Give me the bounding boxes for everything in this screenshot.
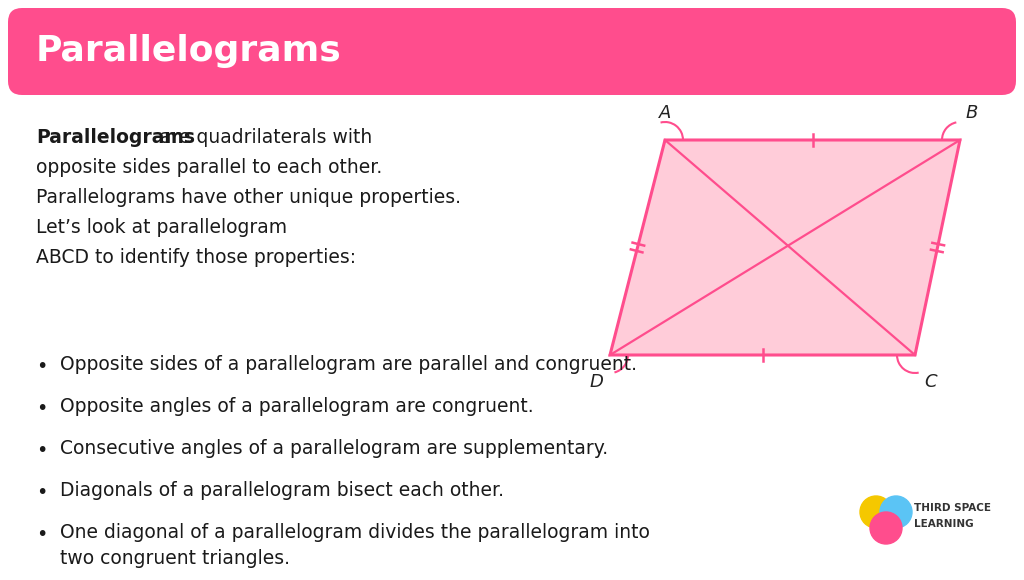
Text: Consecutive angles of a parallelogram are supplementary.: Consecutive angles of a parallelogram ar… xyxy=(60,439,608,458)
Text: Opposite angles of a parallelogram are congruent.: Opposite angles of a parallelogram are c… xyxy=(60,397,534,416)
Text: ABCD to identify those properties:: ABCD to identify those properties: xyxy=(36,248,356,267)
Text: are quadrilaterals with: are quadrilaterals with xyxy=(154,128,373,147)
Text: THIRD SPACE: THIRD SPACE xyxy=(914,503,991,513)
Text: •: • xyxy=(36,483,47,502)
Circle shape xyxy=(870,512,902,544)
Text: •: • xyxy=(36,357,47,376)
Circle shape xyxy=(860,496,892,528)
Text: •: • xyxy=(36,525,47,544)
Text: A: A xyxy=(658,104,671,122)
Text: One diagonal of a parallelogram divides the parallelogram into: One diagonal of a parallelogram divides … xyxy=(60,523,650,542)
Text: Diagonals of a parallelogram bisect each other.: Diagonals of a parallelogram bisect each… xyxy=(60,481,504,500)
Text: D: D xyxy=(589,373,603,391)
Text: B: B xyxy=(966,104,978,122)
Text: LEARNING: LEARNING xyxy=(914,519,974,529)
Text: •: • xyxy=(36,399,47,418)
Text: Parallelograms: Parallelograms xyxy=(36,34,342,68)
Text: Let’s look at parallelogram: Let’s look at parallelogram xyxy=(36,218,287,237)
Text: C: C xyxy=(925,373,937,391)
Text: Parallelograms: Parallelograms xyxy=(36,128,195,147)
Text: Parallelograms have other unique properties.: Parallelograms have other unique propert… xyxy=(36,188,461,207)
Text: •: • xyxy=(36,441,47,460)
Text: two congruent triangles.: two congruent triangles. xyxy=(60,549,290,568)
Polygon shape xyxy=(610,140,961,355)
Text: opposite sides parallel to each other.: opposite sides parallel to each other. xyxy=(36,158,382,177)
Circle shape xyxy=(880,496,912,528)
FancyBboxPatch shape xyxy=(8,8,1016,95)
Text: Opposite sides of a parallelogram are parallel and congruent.: Opposite sides of a parallelogram are pa… xyxy=(60,355,637,374)
